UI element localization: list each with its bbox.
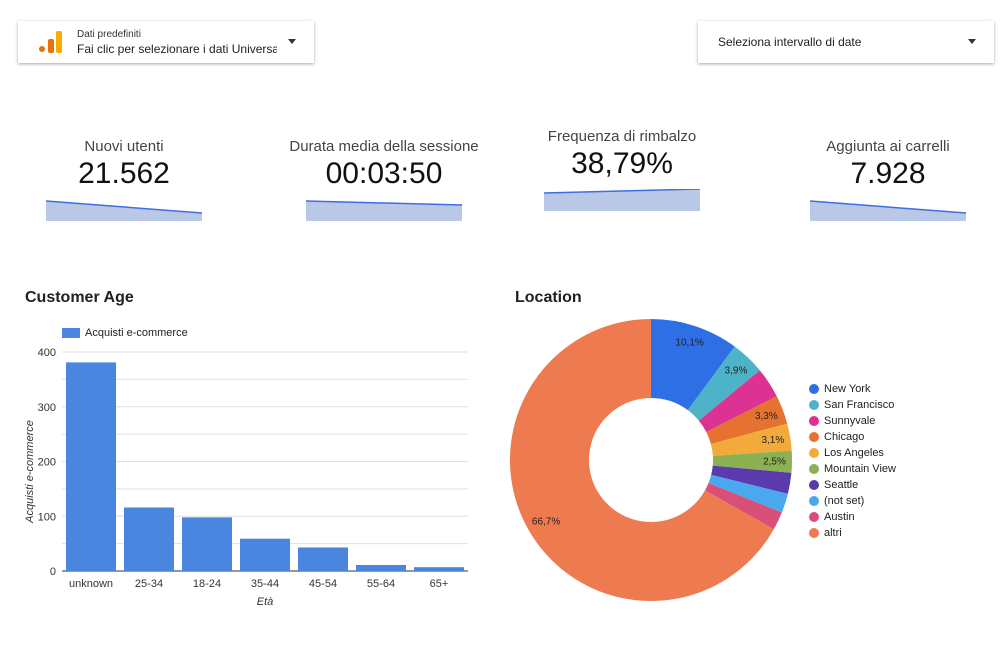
x-tick: 35-44	[251, 578, 279, 590]
legend-item: Seattle	[809, 477, 896, 493]
date-range-selector[interactable]: Seleziona intervallo di date	[698, 21, 994, 63]
analytics-logo-icon	[39, 31, 62, 53]
slice-altri	[509, 319, 774, 601]
slice-label: 66,7%	[532, 516, 560, 527]
legend-label: San Francisco	[824, 399, 895, 411]
sparkline	[810, 200, 966, 221]
kpi-title: Aggiunta ai carrelli	[826, 138, 950, 155]
kpi-title: Durata media della sessione	[289, 138, 479, 155]
slice-label: 2,5%	[763, 457, 786, 468]
kpi-value: 38,79%	[571, 147, 673, 180]
x-axis-label: Età	[257, 596, 274, 608]
slice-Seattle	[711, 465, 792, 494]
legend-item: Mountain View	[809, 461, 896, 477]
data-source-label: Dati predefiniti	[77, 29, 141, 40]
legend-dot	[809, 528, 819, 538]
date-range-label: Seleziona intervallo di date	[718, 35, 862, 49]
legend-label: altri	[824, 527, 842, 539]
legend-label: Austin	[824, 511, 855, 523]
location-title: Location	[515, 289, 582, 306]
legend-swatch	[62, 328, 80, 338]
sparkline	[306, 200, 462, 221]
kpi-value: 00:03:50	[325, 157, 443, 190]
kpi-3: Aggiunta ai carrelli 7.928	[788, 138, 988, 221]
bar-65+	[414, 567, 464, 571]
y-axis-label: Acquisti e-commerce	[24, 420, 36, 524]
x-tick: 45-54	[309, 578, 337, 590]
legend-dot	[809, 464, 819, 474]
x-tick: 18-24	[193, 578, 221, 590]
kpi-title: Nuovi utenti	[84, 138, 164, 155]
x-tick: 25-34	[135, 578, 163, 590]
x-tick: unknown	[69, 578, 113, 590]
location-chart: 10,1% 3,9% 3,3% 3,1% 2,5% 66,7%	[509, 319, 792, 601]
slice-Mountain View	[712, 450, 792, 473]
slice-label: 3,9%	[725, 365, 748, 376]
bar-45-54	[298, 547, 348, 571]
slice-San Francisco	[687, 346, 760, 421]
legend-dot	[809, 416, 819, 426]
legend-label: Chicago	[824, 431, 865, 443]
slice-Sunnyvale	[698, 370, 777, 432]
sparkline	[46, 200, 202, 221]
legend-item: Austin	[809, 509, 896, 525]
slice-label: 3,1%	[761, 435, 784, 446]
y-tick: 0	[50, 566, 56, 578]
legend-item: (not set)	[809, 493, 896, 509]
legend-dot	[809, 496, 819, 506]
legend-dot	[809, 432, 819, 442]
data-source-selector[interactable]: Dati predefiniti Fai clic per selezionar…	[18, 21, 314, 63]
kpi-title: Frequenza di rimbalzo	[547, 128, 697, 145]
y-tick: 400	[38, 347, 56, 359]
legend-label: Seattle	[824, 479, 859, 491]
kpi-1: Durata media della sessione 00:03:50	[284, 138, 484, 221]
legend-dot	[809, 448, 819, 458]
bar-18-24	[182, 517, 232, 571]
y-tick: 300	[38, 402, 56, 414]
slice-Los Angeles	[710, 423, 792, 456]
customer-age-chart: 0 100 200 300 400 unknown 25-34 18-24 35-44 45-54…	[24, 347, 468, 608]
legend-label: Acquisti e-commerce	[85, 327, 188, 339]
x-tick: 55-64	[367, 578, 395, 590]
legend-dot	[809, 400, 819, 410]
chevron-down-icon	[288, 39, 296, 44]
customer-age-title: Customer Age	[25, 289, 134, 306]
data-source-value: Fai clic per selezionare i dati Universa	[77, 42, 277, 56]
x-tick: 65+	[430, 578, 449, 590]
legend-label: (not set)	[824, 495, 865, 507]
slice-label: 3,3%	[755, 411, 778, 422]
kpi-2: Frequenza di rimbalzo 38,79%	[522, 128, 722, 211]
kpi-0: Nuovi utenti 21.562	[24, 138, 224, 221]
legend-item: Los Angeles	[809, 445, 896, 461]
kpi-value: 21.562	[78, 157, 170, 190]
legend-dot	[809, 384, 819, 394]
y-tick: 200	[38, 457, 56, 469]
chevron-down-icon	[968, 39, 976, 44]
slice-Chicago	[706, 396, 788, 444]
bar-35-44	[240, 538, 290, 571]
slice-label: 10,1%	[675, 338, 703, 349]
legend-dot	[809, 512, 819, 522]
legend-item: altri	[809, 525, 896, 541]
slice-(not set)	[708, 474, 788, 513]
legend-label: Mountain View	[824, 463, 896, 475]
legend-dot	[809, 480, 819, 490]
legend-item: Chicago	[809, 429, 896, 445]
sparkline	[544, 189, 700, 211]
bar-25-34	[124, 507, 174, 571]
legend-label: Sunnyvale	[824, 415, 876, 427]
slice-Austin	[705, 483, 782, 530]
location-legend: New York San Francisco Sunnyvale Chicago Los…	[809, 381, 896, 541]
legend-item: Sunnyvale	[809, 413, 896, 429]
legend-item: San Francisco	[809, 397, 896, 413]
legend-label: New York	[824, 383, 871, 395]
kpi-value: 7.928	[850, 157, 926, 190]
legend-item: New York	[809, 381, 896, 397]
bar-legend: Acquisti e-commerce	[62, 327, 188, 339]
slice-New York	[651, 319, 735, 411]
legend-label: Los Angeles	[824, 447, 884, 459]
bar-unknown	[66, 362, 116, 571]
y-tick: 100	[38, 511, 56, 523]
bar-55-64	[356, 564, 406, 571]
